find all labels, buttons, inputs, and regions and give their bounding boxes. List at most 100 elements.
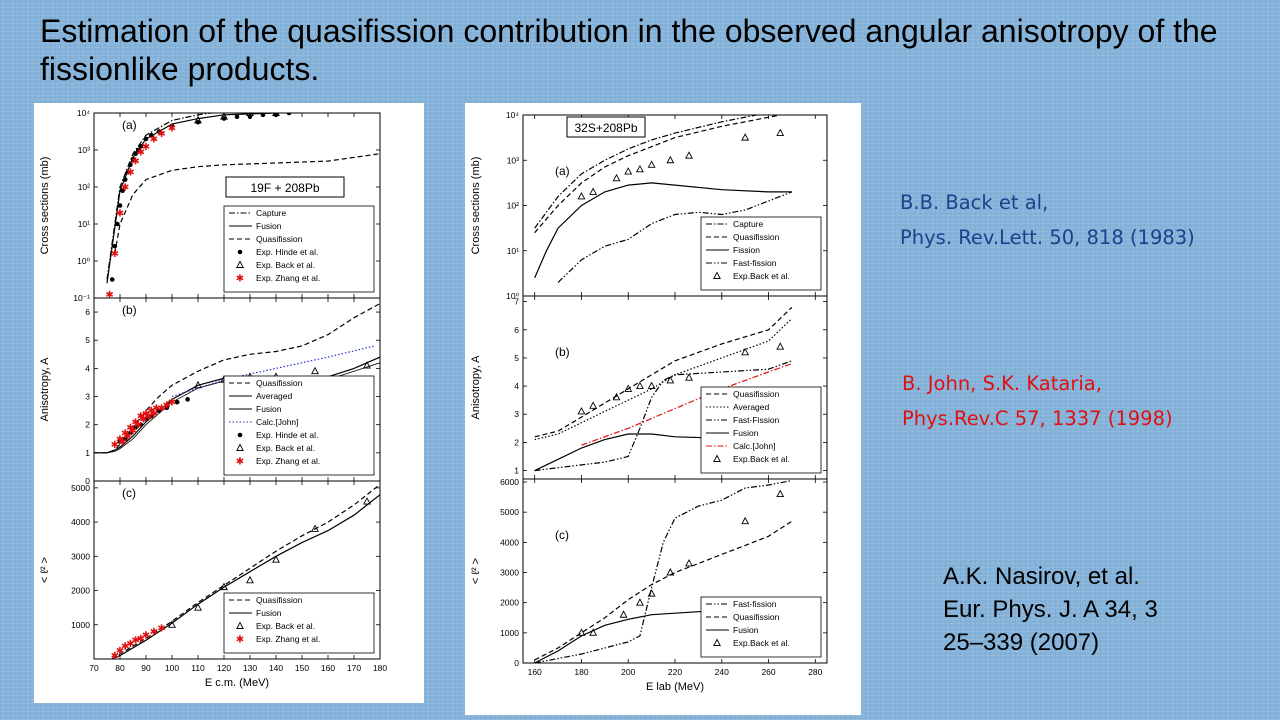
data-point: [260, 113, 266, 118]
panel-plot-area: [534, 115, 793, 283]
data-point: ✱: [150, 627, 158, 638]
data-point: [195, 119, 201, 125]
legend: Quasifission Fusion Exp. Back et al. ✱ Exp. …: [223, 592, 375, 654]
data-point: [612, 392, 621, 401]
data-point: ✱: [137, 412, 145, 423]
y-tick-label: 5: [85, 335, 90, 345]
reference-nasirov-line2: Eur. Phys. J. A 34, 3: [943, 596, 1158, 623]
legend-marker: [236, 443, 244, 451]
legend-marker: [237, 249, 243, 255]
x-tick-label: 240: [715, 667, 729, 677]
data-point: [741, 133, 750, 141]
x-tick-label: 260: [761, 667, 775, 677]
series-line: [534, 520, 793, 661]
legend-label: Fusion: [733, 428, 759, 438]
legend-label: Fusion: [256, 608, 282, 618]
panel-2: 0 1000 2000 3000 4000 5000 6000 160 180 200 220 240…: [470, 477, 828, 677]
legend-frame: [223, 205, 375, 293]
reaction-frame: [225, 176, 345, 198]
legend-label: Exp. Hinde et al.: [256, 247, 318, 257]
slide-title: Estimation of the quasifission contribut…: [40, 13, 1218, 87]
y-tick-label: 7: [514, 297, 519, 307]
data-point: [138, 144, 144, 149]
data-point: [647, 160, 656, 168]
data-point: ✱: [111, 249, 119, 260]
legend-marker: [713, 454, 721, 462]
y-tick-label: 10²: [78, 182, 90, 192]
y-tick-label: 10¹: [507, 246, 519, 256]
data-point: [363, 497, 371, 505]
legend-label: Exp.Back et al.: [733, 454, 790, 464]
data-point: [122, 177, 128, 182]
data-point: ✱: [121, 183, 129, 194]
y-tick-label: 0: [85, 476, 90, 486]
panel-frame: [93, 480, 381, 660]
data-point: ✱: [137, 634, 145, 645]
legend-frame: [223, 592, 375, 654]
panel-label: (b): [555, 345, 570, 359]
data-point: [122, 436, 128, 442]
x-tick-label: 140: [269, 663, 283, 673]
x-axis-label: E c.m. (MeV): [205, 677, 269, 689]
reaction-text: 32S+208Pb: [574, 121, 637, 135]
panel-label: (c): [555, 528, 569, 542]
y-tick-label: 4: [514, 381, 519, 391]
data-point: ✱: [124, 431, 132, 442]
y-tick-label: 2000: [71, 586, 90, 596]
series-line: [111, 494, 380, 659]
reaction-label: 19F + 208Pb: [225, 176, 345, 198]
legend-label: Exp. Back et al.: [256, 260, 315, 270]
data-point: [589, 187, 598, 195]
data-point: [120, 188, 125, 193]
reference-john-line2: Phys.Rev.C 57, 1337 (1998): [902, 407, 1173, 430]
data-point: ✱: [163, 400, 171, 411]
x-tick-label: 220: [668, 667, 682, 677]
y-tick-label: 2000: [500, 598, 519, 608]
data-point: [635, 381, 644, 390]
legend-label: Fast-fission: [733, 599, 777, 609]
reference-back: B.B. Back et al, Phys. Rev.Lett. 50, 818…: [900, 185, 1195, 255]
data-point: ✱: [118, 437, 126, 448]
data-point: ✱: [121, 641, 129, 652]
legend-marker: [236, 260, 244, 268]
data-point: [286, 113, 292, 116]
series-line: [94, 303, 380, 454]
data-point: [220, 582, 228, 591]
legend-label: Exp.Back et al.: [733, 271, 790, 281]
legend-label: Calc.[John]: [733, 441, 776, 451]
legend-label: Capture: [733, 219, 764, 229]
y-tick-label: 1000: [500, 628, 519, 638]
data-point: [647, 589, 656, 597]
y-tick-label: 10⁻¹: [73, 293, 90, 303]
data-point: ✱: [129, 426, 137, 437]
panel-label: (a): [122, 118, 137, 132]
data-point: [741, 347, 750, 356]
y-tick-label: 4000: [500, 537, 519, 547]
legend-marker: [713, 271, 721, 279]
data-point: [169, 123, 175, 129]
data-point: ✱: [111, 440, 119, 451]
x-tick-label: 100: [165, 663, 179, 673]
data-point: [156, 408, 162, 413]
data-point: ✱: [116, 646, 124, 657]
data-point: [117, 439, 123, 444]
x-tick-label: 170: [347, 663, 361, 673]
data-point: [112, 243, 118, 249]
data-point: ✱: [168, 398, 176, 409]
legend-marker: [713, 638, 721, 646]
x-axis-label: E lab (MeV): [646, 681, 704, 693]
y-tick-label: 10⁰: [506, 291, 519, 301]
figure-right-plot: 10⁴ 10³ 10² 10¹ 10⁰ Cross sections (mb) (a) Cap…: [470, 110, 828, 693]
legend-marker: ✱: [236, 274, 244, 285]
reaction-text: 19F + 208Pb: [250, 181, 319, 195]
y-axis-label: Anisotropy, A: [39, 357, 51, 422]
y-tick-label: 3: [514, 409, 519, 419]
x-tick-label: 180: [574, 667, 588, 677]
panel-plot-area: ✱✱✱✱✱✱✱✱✱✱✱✱✱✱✱✱✱✱✱: [94, 303, 380, 454]
legend-label: Fusion: [256, 404, 282, 414]
data-point: [128, 162, 133, 168]
data-point: [130, 156, 136, 162]
data-point: [312, 106, 318, 112]
y-tick-label: 4: [85, 363, 90, 373]
